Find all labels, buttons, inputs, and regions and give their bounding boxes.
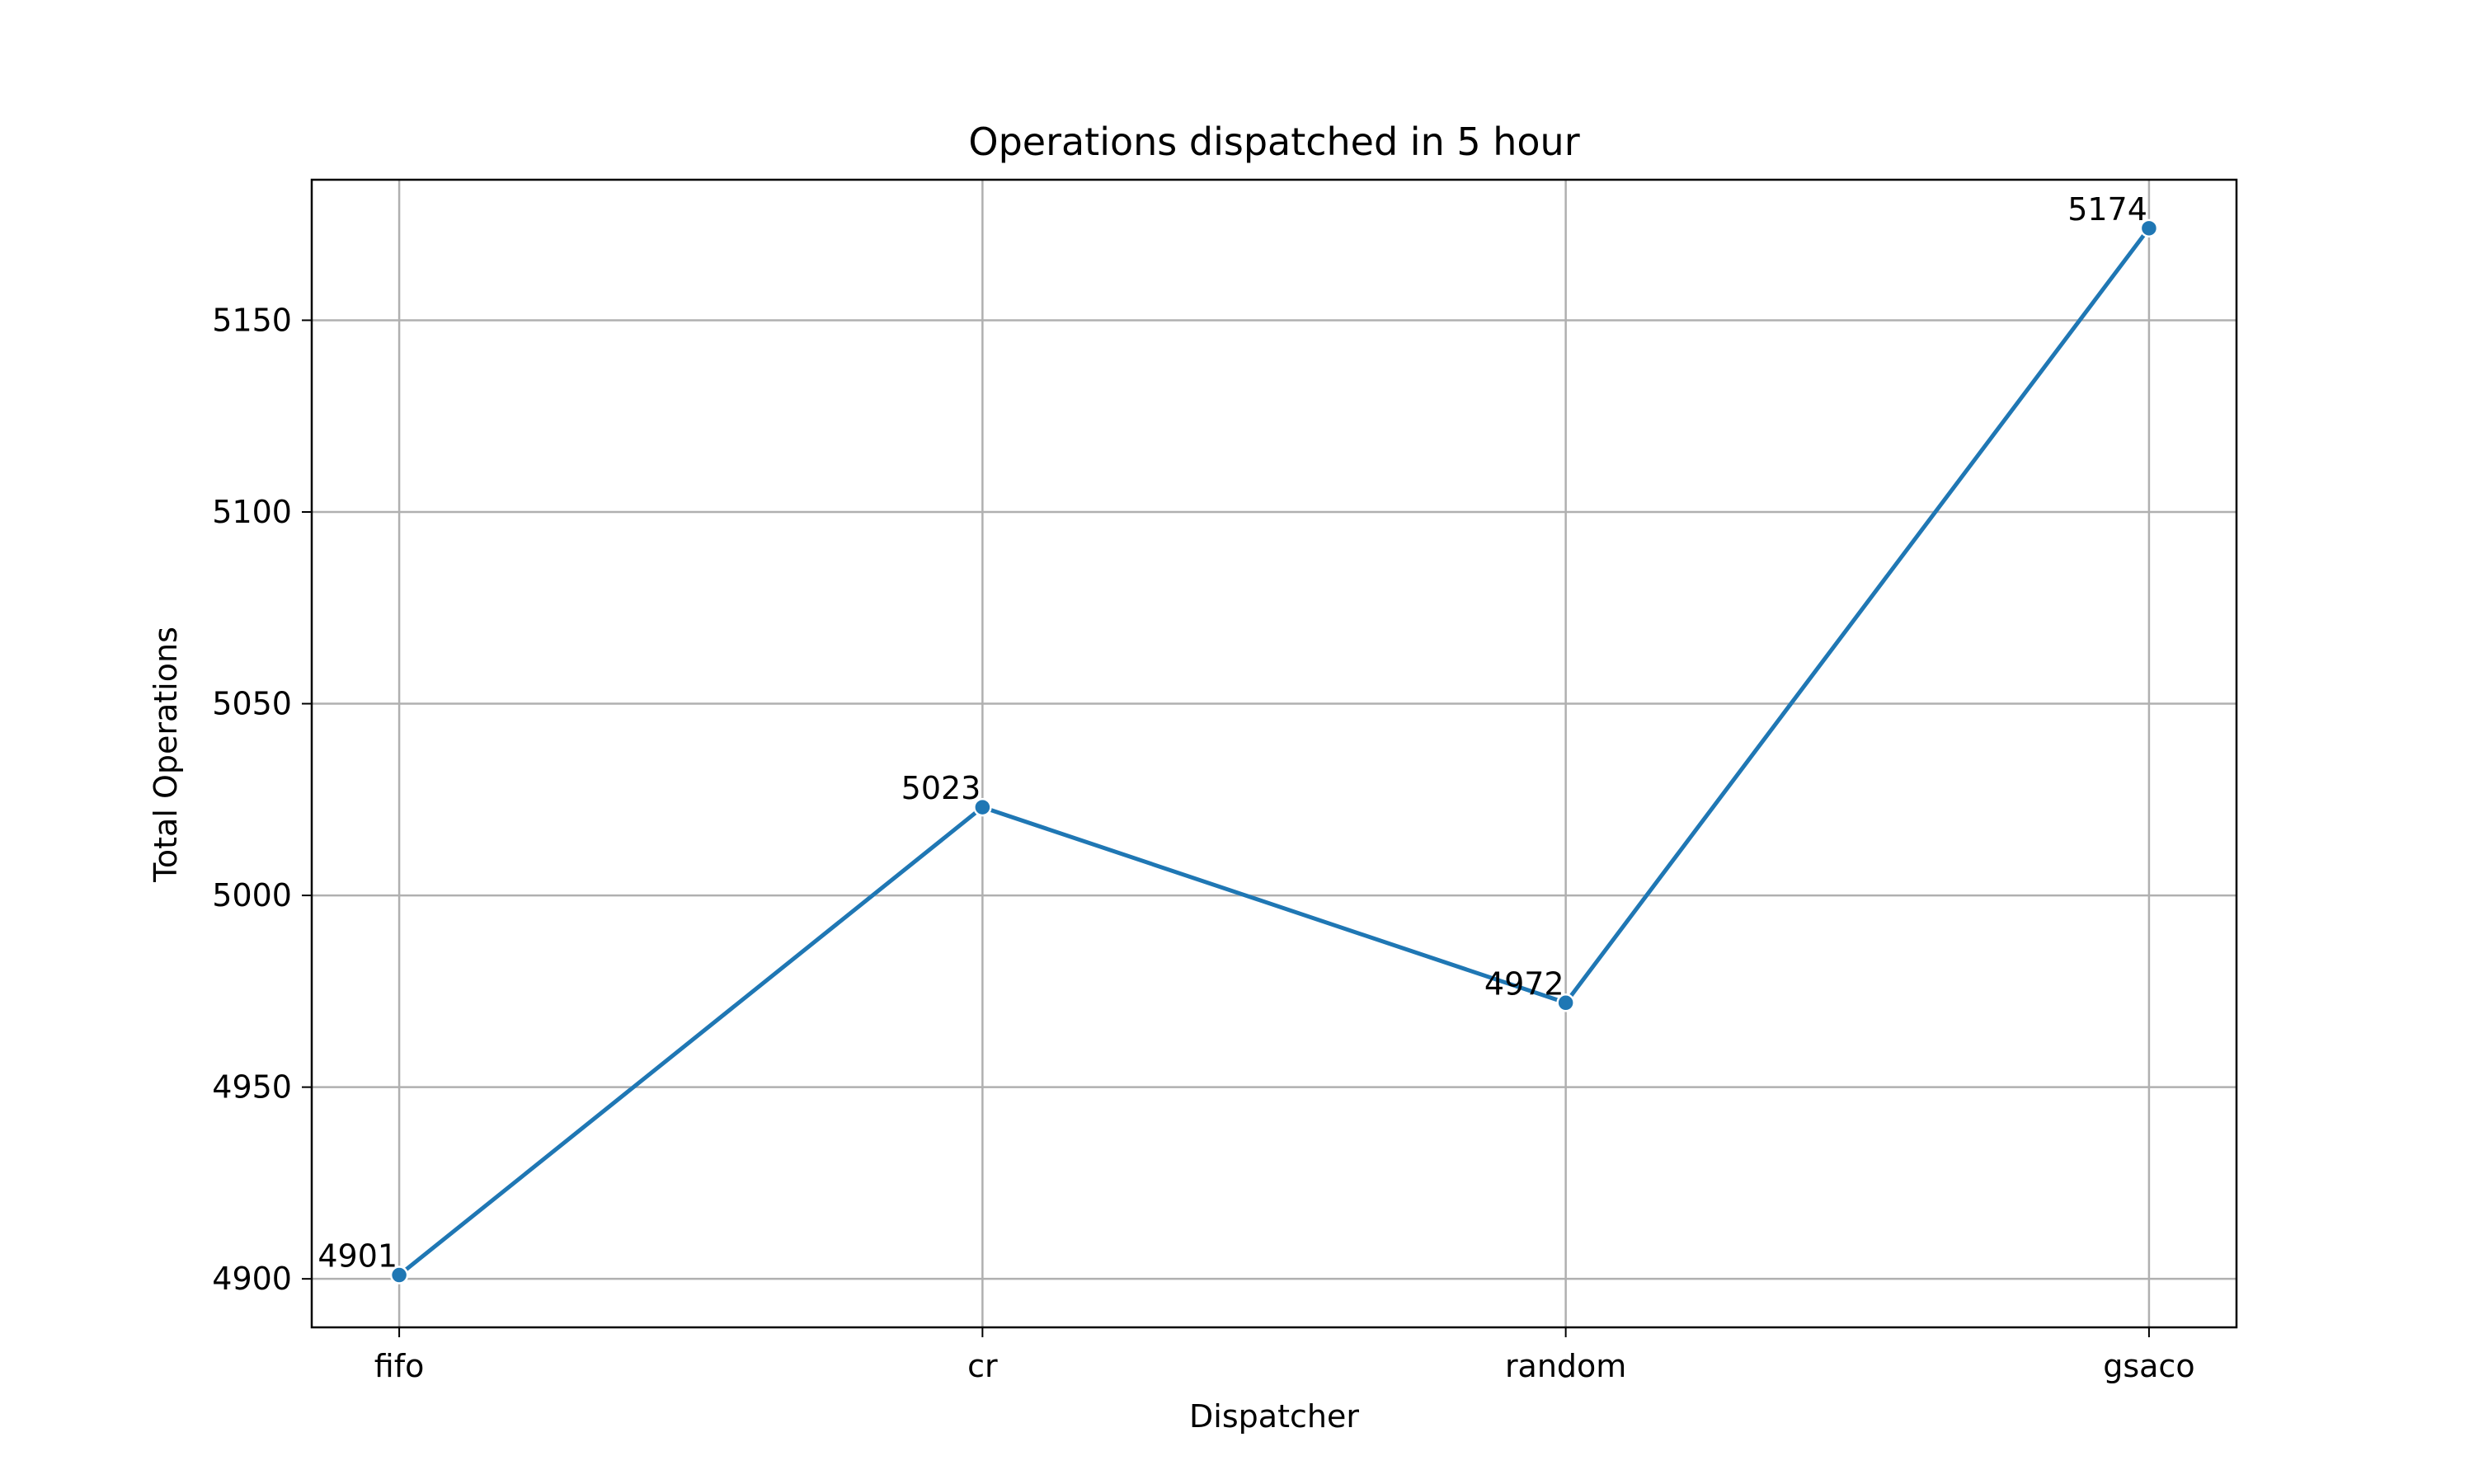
y-tick-label: 5100 — [212, 494, 292, 530]
y-tick-label: 5000 — [212, 877, 292, 913]
series-line — [397, 227, 2151, 1277]
y-tick-label: 5050 — [212, 686, 292, 722]
plot-frame — [310, 178, 2238, 1329]
y-tick-label: 4900 — [212, 1261, 292, 1297]
y-tick-label: 4950 — [212, 1069, 292, 1106]
data-point — [973, 797, 992, 817]
y-axis-title: Total Operations — [148, 627, 184, 883]
data-label: 5174 — [2067, 191, 2147, 228]
chart-title: Operations dispatched in 5 hour — [968, 120, 1579, 164]
data-point — [2139, 218, 2159, 238]
grid — [312, 180, 2236, 1327]
series-layer — [389, 218, 2159, 1284]
data-point — [1556, 993, 1575, 1012]
data-label: 4972 — [1484, 965, 1564, 1002]
x-axis-title: Dispatcher — [1189, 1398, 1359, 1435]
x-tick-label: fifo — [374, 1348, 425, 1384]
y-tick-label: 5150 — [212, 302, 292, 338]
x-tick-label: gsaco — [2103, 1348, 2194, 1384]
axis-ticks: fifo cr random gsaco 4900 4950 5000 5050 5100 515… — [212, 302, 2194, 1384]
data-label: 4901 — [317, 1238, 397, 1275]
x-tick-label: random — [1505, 1348, 1626, 1384]
data-label: 5023 — [901, 770, 981, 806]
data-point — [389, 1266, 409, 1284]
data-label-layer: 4901 5023 4972 5174 — [317, 191, 2147, 1275]
x-tick-label: cr — [967, 1348, 998, 1384]
